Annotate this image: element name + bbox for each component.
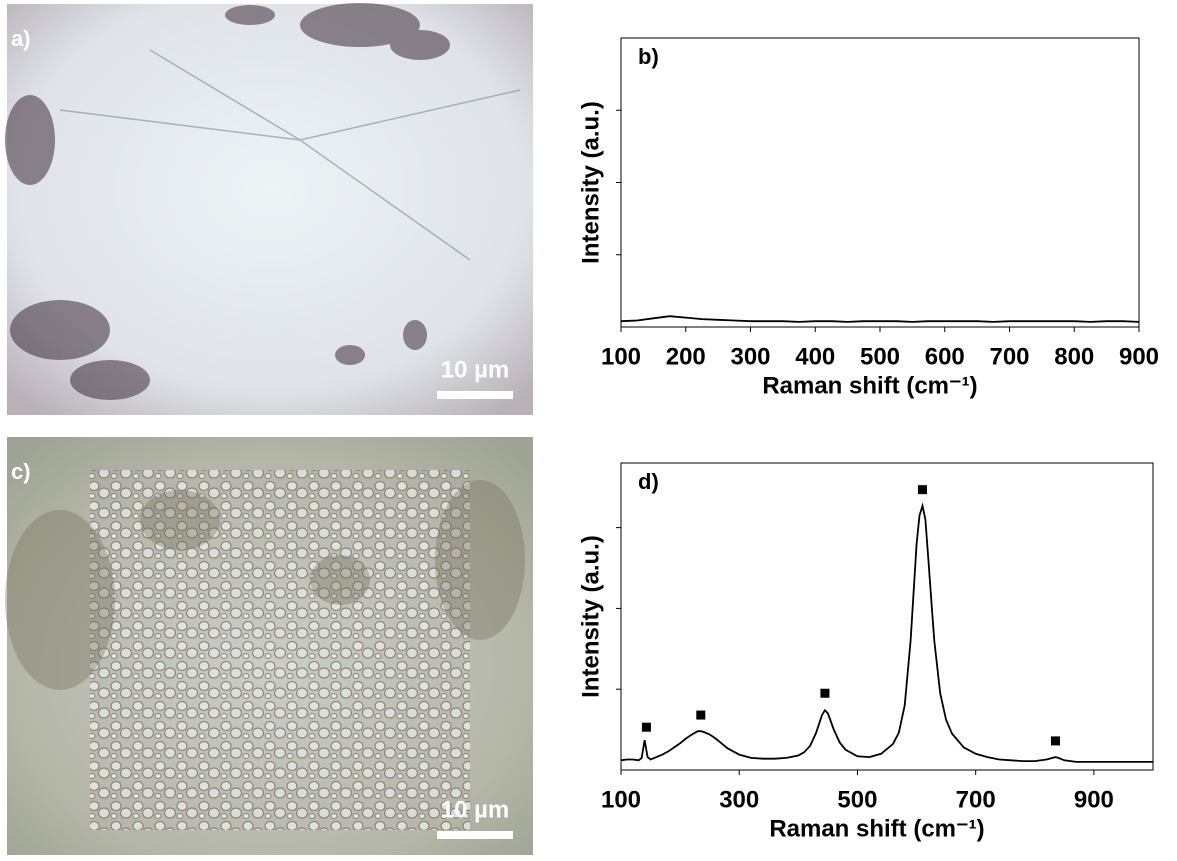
- x-tick-label: 500: [860, 343, 900, 370]
- x-tick-label: 100: [601, 786, 641, 813]
- micrograph-a: [5, 3, 533, 415]
- spectrum-line: [620, 502, 1153, 763]
- panel-label: c): [11, 459, 31, 484]
- x-tick-label: 200: [666, 343, 706, 370]
- plot-frame: [620, 462, 1154, 771]
- peak-marker: [917, 485, 927, 495]
- scale-bar-label: 10 µm: [441, 796, 510, 823]
- x-tick-label: 700: [989, 343, 1029, 370]
- y-axis-title: Intensity (a.u.): [577, 101, 604, 264]
- y-axis-title: Intensity (a.u.): [577, 535, 604, 698]
- scale-bar: [437, 831, 513, 839]
- x-axis-title: Raman shift (cm⁻¹): [769, 815, 984, 842]
- x-tick-label: 300: [719, 786, 759, 813]
- plot-frame: [620, 37, 1140, 328]
- scale-bar-label: 10 µm: [441, 356, 510, 383]
- x-tick-label: 900: [1119, 343, 1159, 370]
- x-tick-label: 700: [956, 786, 996, 813]
- peak-marker: [820, 688, 830, 698]
- peak-marker: [641, 722, 651, 732]
- panel-label: b): [638, 44, 659, 69]
- spectrum-line: [620, 315, 1140, 323]
- panel-label: d): [638, 469, 659, 494]
- scale-bar: [437, 391, 513, 399]
- peak-marker: [696, 710, 706, 720]
- x-tick-label: 900: [1074, 786, 1114, 813]
- x-axis-title: Raman shift (cm⁻¹): [762, 372, 977, 399]
- x-tick-label: 500: [837, 786, 877, 813]
- x-tick-label: 400: [795, 343, 835, 370]
- x-tick-label: 600: [925, 343, 965, 370]
- x-tick-label: 800: [1054, 343, 1094, 370]
- peak-marker: [1050, 736, 1060, 746]
- panel-label: a): [11, 26, 31, 51]
- x-tick-label: 300: [730, 343, 770, 370]
- x-tick-label: 100: [601, 343, 641, 370]
- micrograph-c: [5, 437, 533, 855]
